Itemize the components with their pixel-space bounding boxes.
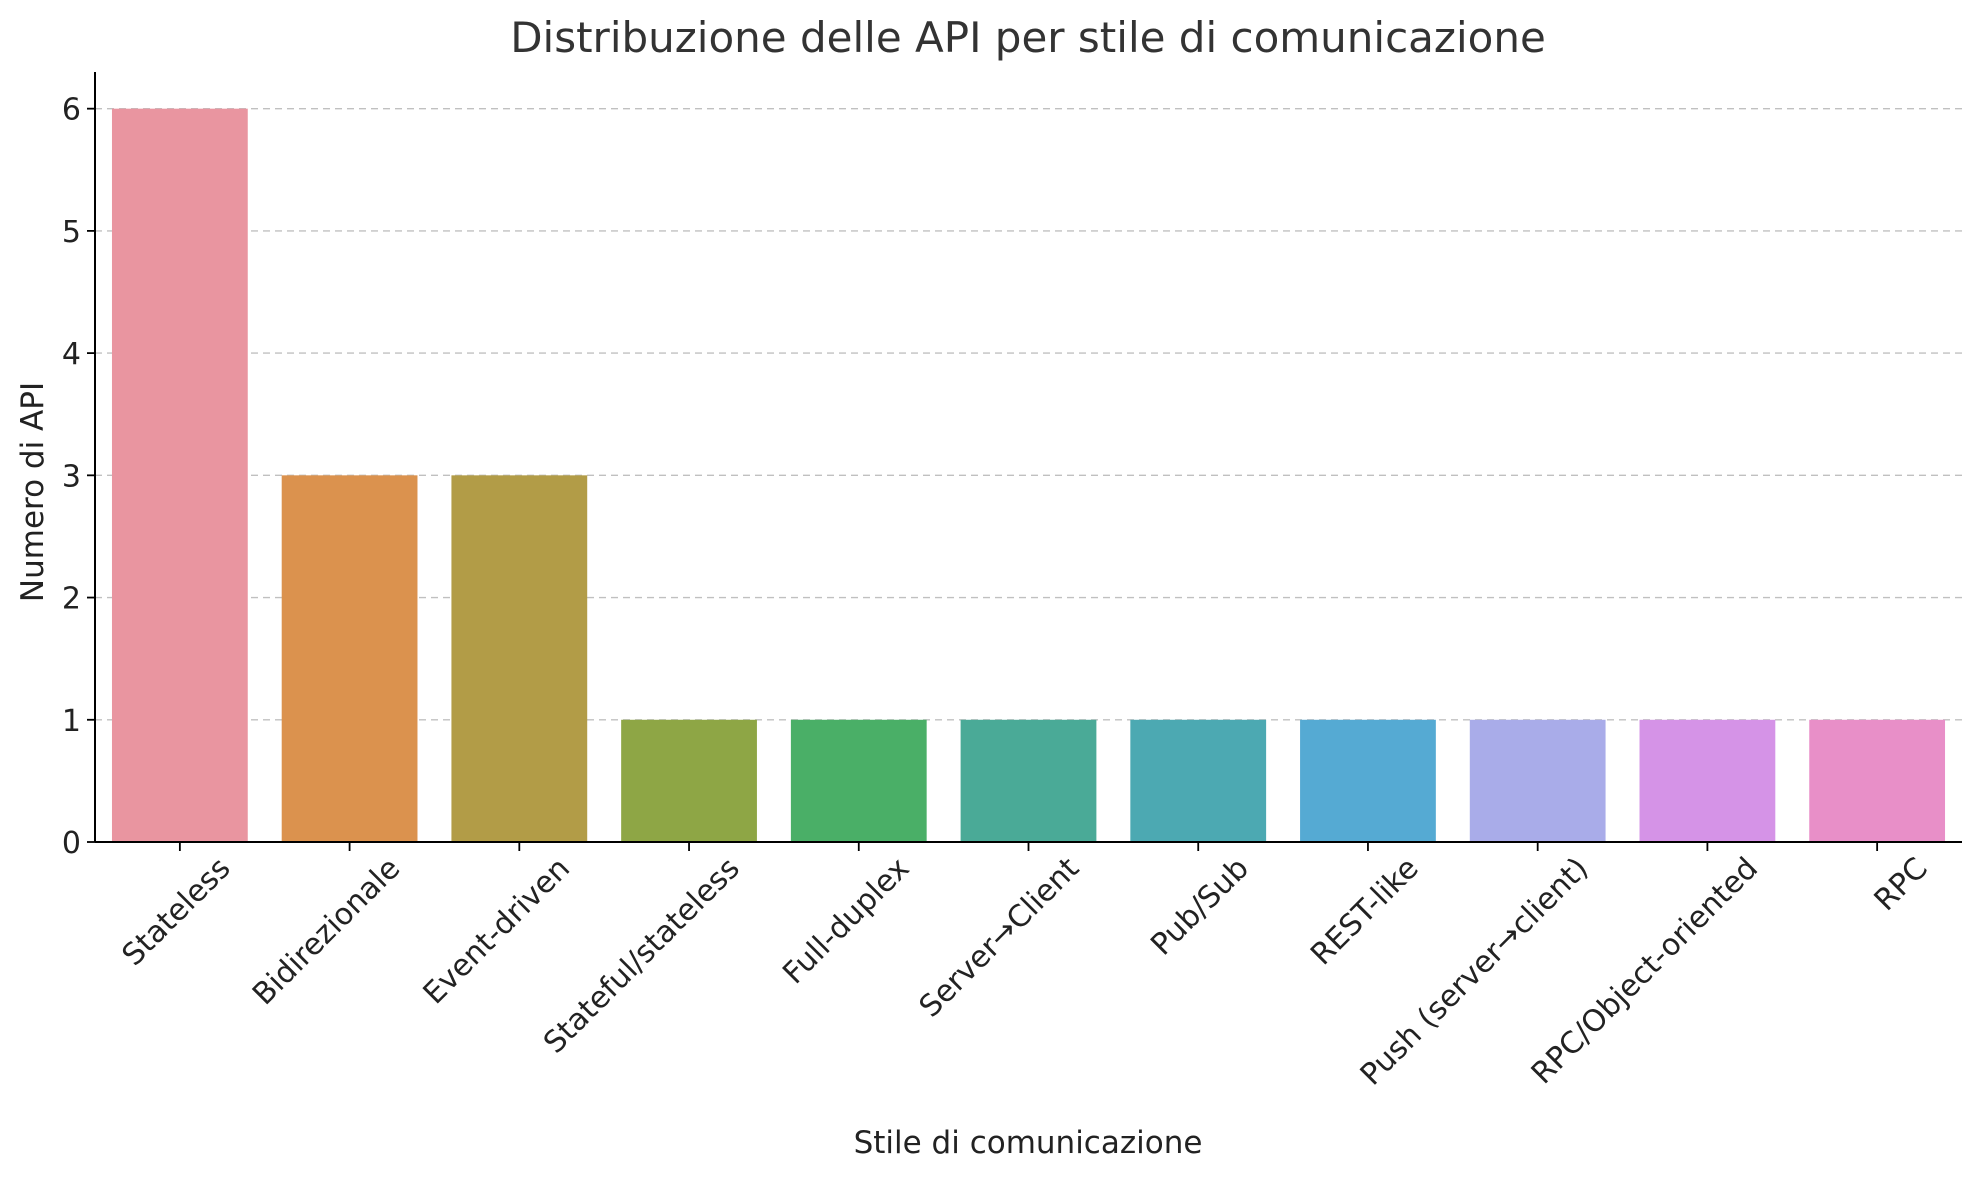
bar [451,475,588,842]
y-tick-label: 4 [62,337,81,372]
y-tick-label: 0 [62,826,81,861]
bars [111,108,1946,842]
bar [1639,719,1776,842]
bar [1130,719,1267,842]
bar [790,719,927,842]
y-tick-label: 2 [62,582,81,617]
y-tick-label: 1 [62,704,81,739]
bar [1809,719,1946,842]
x-tick-labels: Stateless Bidirezionale Event-drivenStatef… [116,851,1935,1093]
x-tick-label: Stateless [116,851,238,973]
y-axis-label: Numero di API [15,382,51,602]
bar [621,719,757,842]
y-tick-label: 5 [62,215,81,250]
y-tick-label: 3 [62,459,81,494]
x-tick-label: Full-duplex [776,851,916,991]
x-tick-label: REST-like [1304,851,1425,972]
bar [1469,719,1606,842]
axes [87,72,1962,851]
x-tick-label: Pub/Sub [1144,851,1256,963]
bar [960,719,1097,842]
x-tick-label: RPC [1868,851,1935,918]
chart-title: Distribuzione delle API per stile di com… [510,13,1546,62]
y-tick-labels: 0 1 2 3 4 5 6 [62,93,81,861]
x-tick-label: Event-driven [417,851,577,1011]
y-tick-label: 6 [62,93,81,128]
bar [1300,719,1436,842]
bar [281,475,418,842]
bar [111,108,248,842]
x-tick-label: Server→Client [913,851,1087,1025]
x-tick-label: Bidirezionale [246,851,407,1012]
x-axis-label: Stile di comunicazione [854,1125,1203,1161]
